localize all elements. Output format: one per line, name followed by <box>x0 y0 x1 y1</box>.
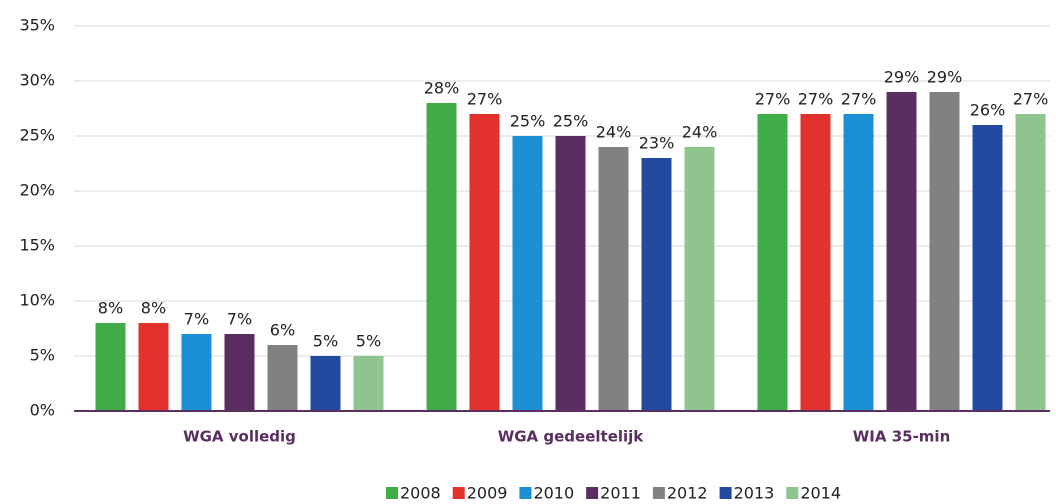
y-tick-label: 10% <box>19 291 55 310</box>
bar <box>310 356 341 411</box>
data-label: 24% <box>596 123 632 142</box>
y-tick-label: 30% <box>19 71 55 90</box>
y-tick-label: 20% <box>19 181 55 200</box>
data-label: 25% <box>553 112 589 131</box>
data-label: 29% <box>884 68 920 87</box>
x-tick-label: WGA volledig <box>183 428 296 446</box>
data-label: 27% <box>1013 90 1049 109</box>
bar <box>426 103 457 411</box>
bar <box>267 345 298 411</box>
legend-label: 2011 <box>600 484 641 503</box>
legend-swatch <box>652 487 665 499</box>
legend-swatch <box>452 487 465 499</box>
legend-label: 2008 <box>400 484 441 503</box>
bar <box>972 125 1003 411</box>
data-label: 5% <box>313 332 338 351</box>
bar <box>641 158 672 411</box>
data-label: 24% <box>682 123 718 142</box>
y-tick-label: 25% <box>19 126 55 145</box>
legend-swatch <box>386 487 398 499</box>
data-label: 5% <box>356 332 381 351</box>
bar <box>757 114 788 411</box>
legend-label: 2010 <box>533 484 574 503</box>
bar <box>800 114 831 411</box>
data-label: 25% <box>510 112 546 131</box>
data-label: 6% <box>270 321 295 340</box>
bar <box>181 334 212 411</box>
data-label: 29% <box>927 68 963 87</box>
data-label: 27% <box>755 90 791 109</box>
y-tick-label: 15% <box>19 236 55 255</box>
legend-swatch <box>786 487 799 499</box>
y-tick-label: 0% <box>30 401 55 420</box>
bar <box>469 114 500 411</box>
data-label: 8% <box>98 299 123 318</box>
data-label: 27% <box>841 90 877 109</box>
y-tick-label: 5% <box>30 346 55 365</box>
bar <box>555 136 586 411</box>
bar <box>843 114 874 411</box>
bar <box>353 356 384 411</box>
data-label: 26% <box>970 101 1006 120</box>
legend-swatch <box>586 487 599 499</box>
data-label: 7% <box>184 310 209 329</box>
bar <box>95 323 126 411</box>
x-tick-label: WIA 35-min <box>853 428 951 446</box>
bar <box>138 323 169 411</box>
data-label: 27% <box>798 90 834 109</box>
legend-label: 2012 <box>667 484 708 503</box>
legend-label: 2009 <box>467 484 508 503</box>
legend-swatch <box>719 487 732 499</box>
bar <box>512 136 543 411</box>
bar <box>598 147 629 411</box>
legend-swatch <box>519 487 532 499</box>
data-label: 8% <box>141 299 166 318</box>
data-label: 28% <box>424 79 460 98</box>
bar <box>929 92 960 411</box>
y-tick-label: 35% <box>19 16 55 35</box>
data-label: 23% <box>639 134 675 153</box>
bar <box>224 334 255 411</box>
bar <box>684 147 715 411</box>
bar <box>1015 114 1046 411</box>
legend-label: 2014 <box>800 484 841 503</box>
data-label: 7% <box>227 310 252 329</box>
legend-label: 2013 <box>734 484 775 503</box>
bar <box>886 92 917 411</box>
data-label: 27% <box>467 90 503 109</box>
x-tick-label: WGA gedeeltelijk <box>498 428 645 446</box>
